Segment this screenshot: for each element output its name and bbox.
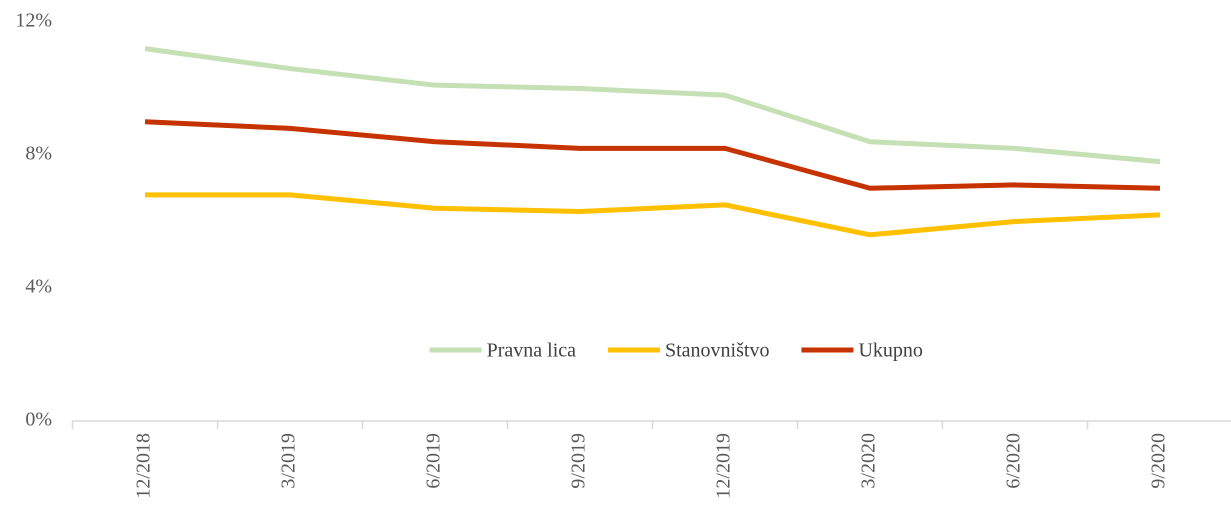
y-tick-label: 0% [25, 409, 52, 431]
x-tick-label: 6/2020 [1003, 433, 1025, 489]
legend-label: Ukupno [858, 340, 922, 362]
series-line [144, 119, 1161, 191]
series-line [144, 46, 1161, 165]
series-line [145, 192, 1161, 238]
y-tick-label: 4% [25, 276, 52, 298]
legend-label: Pravna lica [487, 340, 577, 362]
x-tick-label: 9/2020 [1148, 433, 1170, 489]
x-tick-label: 3/2020 [858, 433, 880, 489]
x-tick-label: 3/2019 [278, 433, 300, 489]
x-tick-label: 12/2018 [133, 433, 155, 499]
x-tick-label: 12/2019 [713, 433, 735, 499]
legend-label: Stanovništvo [665, 340, 769, 362]
y-tick-label: 12% [15, 10, 52, 32]
x-tick-label: 9/2019 [568, 433, 590, 489]
x-tick-label: 6/2019 [423, 433, 445, 489]
y-tick-label: 8% [25, 143, 52, 165]
